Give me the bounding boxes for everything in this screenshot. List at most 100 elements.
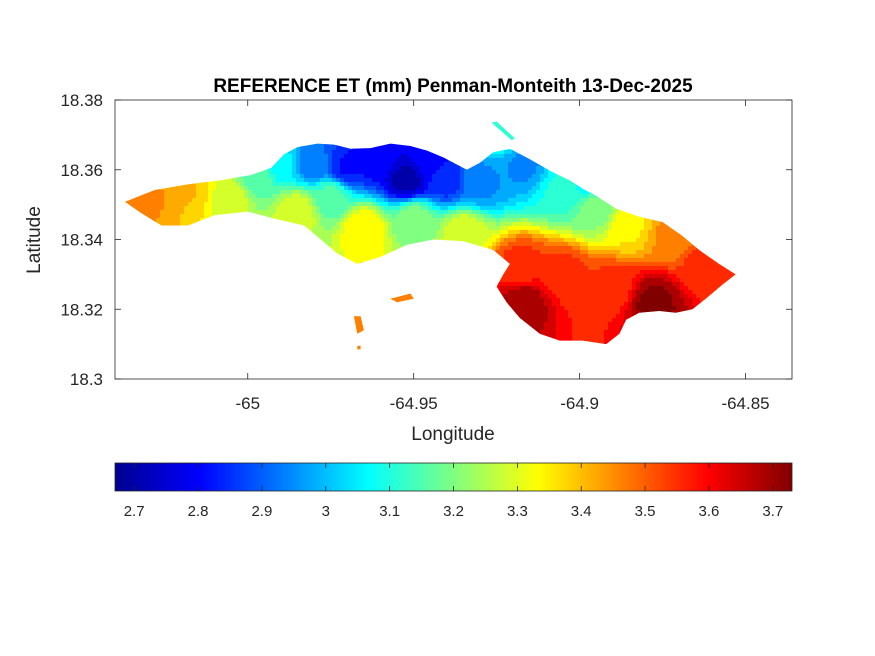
et-cell [416,173,421,179]
et-cell [500,205,505,211]
et-cell [200,197,205,203]
et-cell [416,209,421,215]
et-cell [508,225,513,231]
et-cell [484,169,489,175]
et-cell [292,201,297,207]
et-cell [324,205,329,211]
et-cell [524,157,529,163]
et-cell [380,201,385,207]
et-cell [572,181,577,187]
et-cell [452,213,457,219]
et-cell [536,177,541,183]
et-cell [560,201,565,207]
et-cell [236,205,241,211]
et-cell [368,221,373,227]
et-cell [376,225,381,231]
et-cell [388,229,393,235]
et-cell [236,181,241,187]
et-cell [336,205,341,211]
et-cell [560,189,565,195]
et-cell [368,149,373,155]
et-cell [548,201,553,207]
et-cell [304,145,309,151]
et-cell [524,201,529,207]
et-cell [588,197,593,203]
et-cell [592,201,597,207]
et-cell [264,205,269,211]
et-cell [528,189,533,195]
et-cell [196,193,201,199]
et-cell [224,209,229,215]
et-cell [460,165,465,171]
et-cell [504,177,509,183]
et-cell [452,193,457,199]
et-cell [328,169,333,175]
et-cell [312,209,317,215]
et-cell [392,193,397,199]
et-cell [420,233,425,239]
et-cell [528,181,533,187]
et-cell [208,181,213,187]
et-cell [168,221,173,227]
et-cell [580,201,585,207]
et-cell [540,225,545,231]
et-cell [492,185,497,191]
et-cell [300,189,305,195]
et-cell [284,185,289,191]
et-cell [488,193,493,199]
et-cell [492,181,497,187]
et-cell [232,193,237,199]
et-cell [520,185,525,191]
et-cell [140,193,145,199]
et-cell [392,233,397,239]
et-cell [440,205,445,211]
et-cell [572,209,577,215]
et-cell [552,209,557,215]
et-cell [500,193,505,199]
et-cell [504,189,509,195]
et-cell [208,201,213,207]
et-cell [300,201,305,207]
et-cell [200,181,205,187]
et-cell [480,225,485,231]
et-cell [340,177,345,183]
et-cell [272,169,277,175]
et-cell [368,189,373,195]
et-cell [268,205,273,211]
et-cell [576,189,581,195]
et-cell [496,225,501,231]
et-cell [360,185,365,191]
et-cell [576,221,581,227]
et-cell [308,173,313,179]
et-cell [248,185,253,191]
et-cell [488,169,493,175]
et-cell [436,197,441,203]
et-cell [140,201,145,207]
et-cell [356,197,361,203]
et-cell [476,193,481,199]
et-cell [336,161,341,167]
et-cell [436,173,441,179]
et-cell [160,201,165,207]
et-cell [408,169,413,175]
et-cell [156,217,161,223]
et-cell [336,173,341,179]
et-cell [468,233,473,239]
et-cell [440,165,445,171]
et-cell [320,169,325,175]
et-cell [564,189,569,195]
et-cell [532,221,537,227]
et-cell [356,157,361,163]
et-cell [436,213,441,219]
et-cell [176,221,181,227]
et-cell [348,201,353,207]
et-cell [168,205,173,211]
et-cell [388,169,393,175]
et-cell [440,157,445,163]
et-cell [460,181,465,187]
et-cell [140,205,145,211]
et-cell [356,209,361,215]
et-cell [256,181,261,187]
et-cell [484,185,489,191]
et-cell [624,225,629,231]
